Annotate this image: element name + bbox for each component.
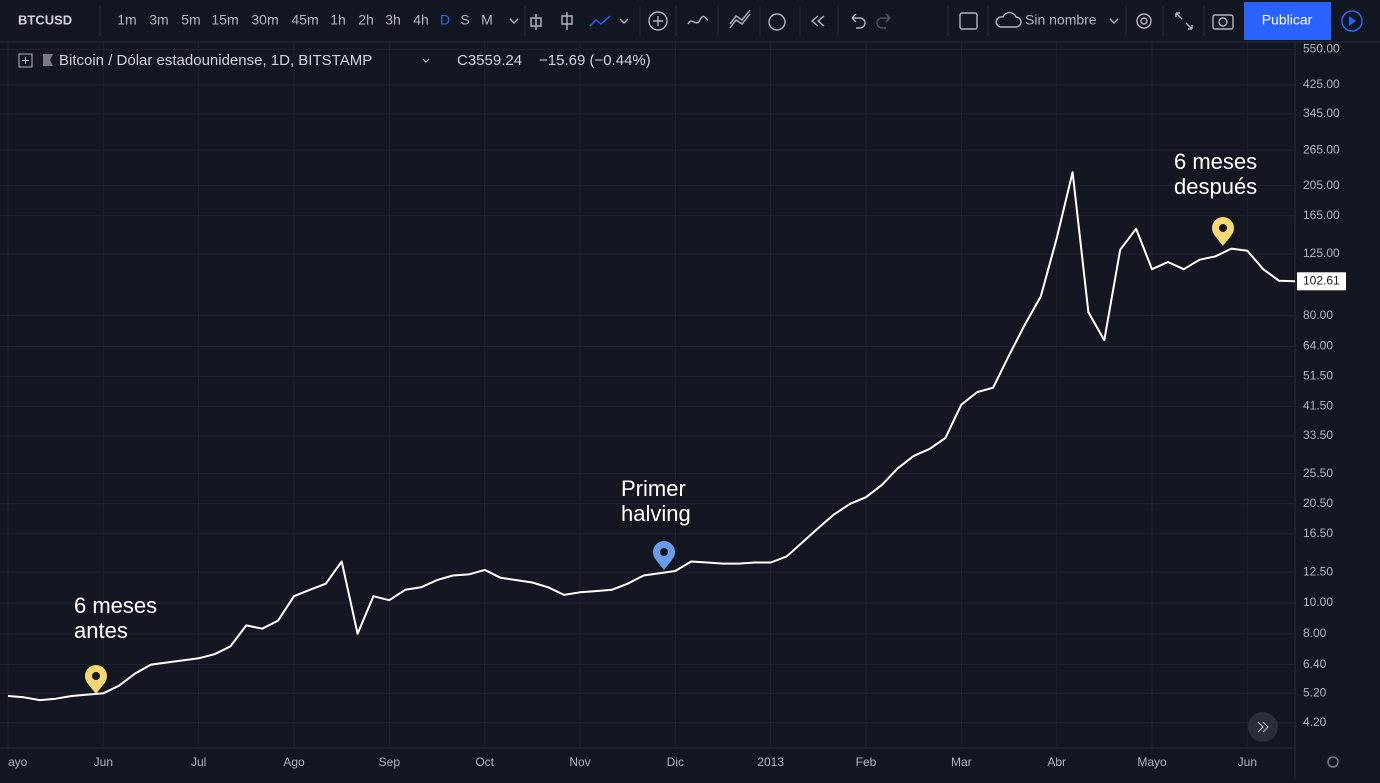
y-tick-label: 4.20 <box>1303 715 1327 729</box>
interval[interactable]: 3h <box>385 12 401 28</box>
interval[interactable]: 1h <box>330 12 346 28</box>
toolbar-separators <box>99 6 1205 36</box>
interval[interactable]: S <box>460 12 469 28</box>
y-tick-label: 64.00 <box>1303 339 1333 353</box>
last-price-badge <box>1297 272 1346 291</box>
pin-dot <box>92 672 100 680</box>
interval[interactable]: 45m <box>291 12 318 28</box>
interval-group: 1m 3m 5m 15m 30m 45m 1h 2h 3h 4h D S M <box>117 12 493 28</box>
x-tick-label: Ago <box>283 755 305 769</box>
plot-area <box>0 42 1296 748</box>
settings-icon[interactable] <box>1136 13 1152 29</box>
price-line <box>7 171 1296 702</box>
x-tick-label: 2013 <box>757 755 784 769</box>
y-tick-label: 25.50 <box>1303 466 1333 480</box>
y-tick-label: 125.00 <box>1303 246 1340 260</box>
interval[interactable]: M <box>481 12 493 28</box>
collapse-icon[interactable] <box>18 53 33 68</box>
layout-name[interactable]: Sin nombre <box>1025 12 1097 28</box>
publish-label[interactable]: Publicar <box>1262 12 1313 28</box>
templates-icon[interactable] <box>729 9 751 29</box>
annotation-text: antes <box>74 618 128 643</box>
candles-icon[interactable] <box>530 12 573 30</box>
fullscreen-icon[interactable] <box>959 12 978 30</box>
annotation-text: Primer <box>621 476 686 501</box>
interval[interactable]: 5m <box>181 12 200 28</box>
y-tick-label: 345.00 <box>1303 106 1340 120</box>
legend-close: C3559.24 <box>457 52 522 69</box>
y-tick-label: 165.00 <box>1303 208 1340 222</box>
line-icon[interactable] <box>589 15 611 27</box>
interval[interactable]: 3m <box>149 12 168 28</box>
y-tick-label: 51.50 <box>1303 369 1333 383</box>
y-tick-label: 205.00 <box>1303 178 1340 192</box>
x-tick-label: Sep <box>379 755 401 769</box>
x-tick-label: ayo <box>8 755 28 769</box>
y-tick-label: 5.20 <box>1303 685 1327 699</box>
alert-icon[interactable] <box>768 13 786 31</box>
interval[interactable]: 30m <box>251 12 278 28</box>
cloud-icon <box>995 11 1022 28</box>
interval[interactable]: 1m <box>117 12 136 28</box>
indicator-icon[interactable] <box>648 11 668 31</box>
annotation-text: halving <box>621 501 691 526</box>
legend-caret[interactable] <box>422 58 430 63</box>
y-tick-label: 12.50 <box>1303 564 1333 578</box>
dropdown-icons[interactable] <box>509 18 1119 24</box>
y-tick-label: 8.00 <box>1303 626 1327 640</box>
y-tick-label: 6.40 <box>1303 657 1327 671</box>
legend-change: −15.69 (−0.44%) <box>539 52 651 69</box>
axis-settings[interactable] <box>1327 756 1339 768</box>
pin-dot <box>1219 224 1227 232</box>
y-tick-label: 33.50 <box>1303 428 1333 442</box>
pin-dot <box>660 548 668 556</box>
y-tick-label: 265.00 <box>1303 142 1340 156</box>
y-tick-label: 10.00 <box>1303 595 1333 609</box>
replay-icon[interactable] <box>810 15 825 27</box>
annotation-text: 6 meses <box>1174 149 1257 174</box>
redo-icon <box>876 13 891 29</box>
scroll-icon <box>1257 721 1269 733</box>
publish-button[interactable] <box>1244 2 1331 40</box>
snapshot-icon[interactable] <box>1212 14 1234 30</box>
x-tick-label: Jun <box>94 755 113 769</box>
x-tick-label: Oct <box>475 755 494 769</box>
collapse-plus <box>22 57 29 64</box>
symbol[interactable]: BTCUSD <box>18 12 72 27</box>
y-tick-label: 16.50 <box>1303 526 1333 540</box>
y-tick-label: 20.50 <box>1303 496 1333 510</box>
x-tick-label: Jul <box>191 755 206 769</box>
toolbar-icons <box>509 9 1234 31</box>
interval[interactable]: 2h <box>358 12 374 28</box>
x-tick-label: Jun <box>1238 755 1257 769</box>
flag-icon[interactable] <box>43 54 53 66</box>
interval[interactable]: 15m <box>211 12 238 28</box>
x-tick-label: Feb <box>856 755 877 769</box>
x-tick-label: Dic <box>667 755 684 769</box>
legend-title[interactable]: Bitcoin / Dólar estadounidense, 1D, BITS… <box>59 52 372 69</box>
expand-icon[interactable] <box>1175 12 1193 30</box>
x-tick-label: Nov <box>569 755 590 769</box>
annotation-text: 6 meses <box>74 593 157 618</box>
x-tick-label: Abr <box>1047 755 1066 769</box>
x-tick-label: Mayo <box>1137 755 1167 769</box>
y-tick-label: 41.50 <box>1303 399 1333 413</box>
y-tick-label: 80.00 <box>1303 308 1333 322</box>
undo-icon[interactable] <box>851 13 866 29</box>
play-icon <box>1349 16 1356 26</box>
y-tick-label: 425.00 <box>1303 77 1340 91</box>
x-tick-label: Mar <box>951 755 972 769</box>
y-tick-label: 550.00 <box>1303 42 1340 56</box>
interval[interactable]: D <box>440 12 450 28</box>
compare-icon[interactable] <box>687 15 709 25</box>
last-price-label: 102.61 <box>1303 273 1340 287</box>
interval[interactable]: 4h <box>413 12 429 28</box>
annotation-text: después <box>1174 174 1257 199</box>
play-button[interactable] <box>1341 10 1363 32</box>
